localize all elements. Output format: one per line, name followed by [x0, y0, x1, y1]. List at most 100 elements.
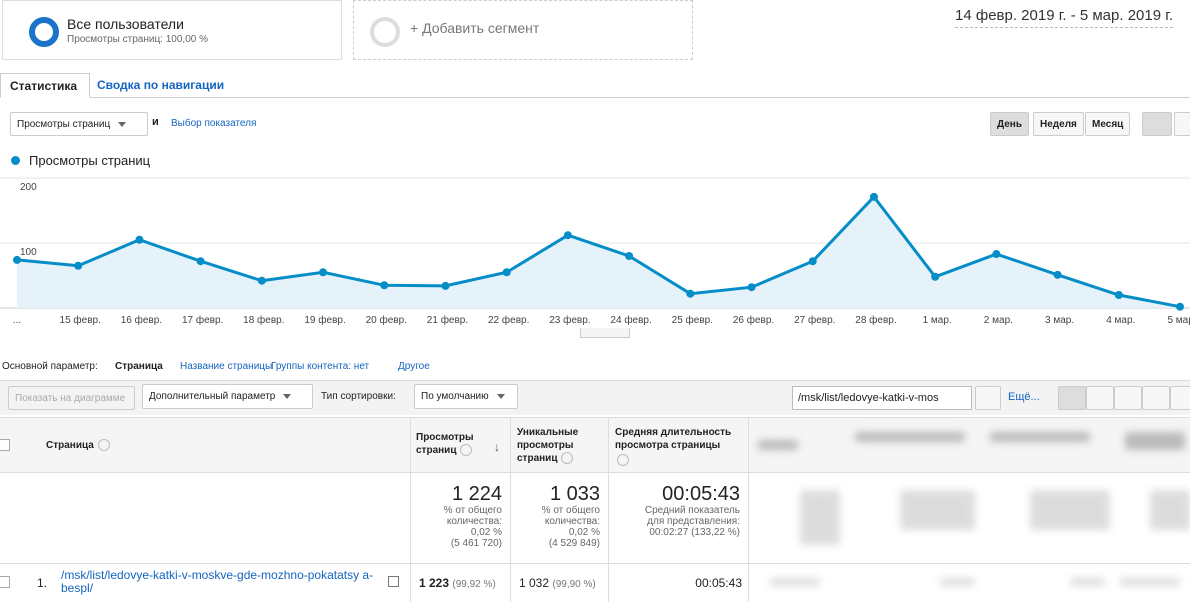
views: 1 223 — [419, 576, 450, 590]
and-label: и — [152, 116, 159, 128]
more-link[interactable]: Ещё... — [1008, 391, 1040, 403]
blurred — [770, 578, 820, 586]
point — [931, 272, 940, 281]
point — [319, 268, 328, 277]
metric-select[interactable]: Просмотры страниц — [10, 112, 148, 136]
tab-line — [0, 97, 1190, 98]
period-button[interactable]: Неделя — [1033, 112, 1084, 136]
point — [1176, 302, 1184, 311]
column-header[interactable]: Просмотры страниц — [416, 431, 486, 457]
plot-rows-button[interactable]: Показать на диаграмме — [8, 386, 135, 410]
segment-ring — [29, 17, 59, 47]
tab[interactable]: Сводка по навигации — [97, 78, 225, 92]
view-button[interactable] — [1086, 386, 1114, 410]
choose-metric[interactable]: Выбор показателя — [171, 118, 257, 129]
x-tick-label: 22 февр. — [488, 314, 529, 326]
column-header[interactable]: Средняя длительность просмотра страницы — [615, 426, 745, 466]
x-tick-label: 19 февр. — [304, 314, 345, 326]
view-button[interactable] — [1058, 386, 1086, 410]
area — [17, 196, 1180, 308]
point — [1114, 291, 1123, 299]
table-header — [0, 417, 1190, 473]
x-tick-label: ... — [13, 315, 21, 326]
point — [747, 283, 756, 292]
legend-dot — [11, 156, 20, 165]
column-title: Просмотры страниц — [416, 432, 474, 456]
blurred — [1150, 490, 1190, 530]
period-button[interactable]: День — [990, 112, 1029, 136]
x-tick-label: 4 мар. — [1106, 315, 1135, 326]
checkbox[interactable] — [0, 576, 10, 588]
point — [74, 261, 83, 270]
column-header[interactable]: Уникальные просмотры страниц — [517, 426, 602, 465]
x-tick-label: 15 февр. — [60, 314, 101, 326]
segment-subtitle: Просмотры страниц: 100,00 % — [67, 34, 208, 45]
sort-value: По умолчанию — [421, 391, 489, 402]
x-tick-label: 28 февр. — [855, 314, 896, 326]
total-note: количества: — [544, 516, 600, 527]
view-button[interactable] — [1170, 386, 1190, 410]
search-input[interactable]: /msk/list/ledovye-katki-v-mos — [792, 386, 972, 410]
add-segment-label: + Добавить сегмент — [410, 20, 540, 36]
blurred — [855, 432, 965, 442]
total-value: 00:05:43 — [662, 483, 740, 505]
point — [380, 281, 389, 290]
dimension[interactable]: Группы контента: нет — [271, 361, 370, 372]
unique-pct: (99,90 %) — [552, 579, 596, 590]
collapse-handle[interactable] — [580, 328, 630, 338]
total-note: % от общего — [443, 505, 502, 516]
total-value: 1 033 — [549, 483, 600, 505]
point — [869, 192, 878, 201]
period-button[interactable]: Месяц — [1085, 112, 1131, 136]
row-index: 1. — [37, 576, 48, 590]
column-title: Страница — [46, 440, 94, 451]
column-header[interactable]: Страница — [46, 439, 110, 452]
sort-select[interactable]: По умолчанию — [414, 384, 518, 409]
dimension[interactable]: Название страницы — [180, 361, 273, 372]
total-cell: 00:05:43 Средний показатель для представле… — [608, 483, 740, 538]
view-button[interactable] — [1114, 386, 1142, 410]
page-link[interactable]: /msk/list/ledovye-katki-v-moskve-gde-moz… — [61, 568, 374, 595]
point — [502, 268, 511, 277]
legend-label: Просмотры страниц — [29, 153, 151, 168]
date-range[interactable]: 14 февр. 2019 г. - 5 мар. 2019 г. — [955, 7, 1174, 28]
x-tick-label: 27 февр. — [794, 314, 835, 326]
checkbox[interactable] — [0, 439, 10, 451]
total-note: (5 461 720) — [450, 538, 502, 549]
point — [625, 252, 634, 260]
open-link-icon[interactable] — [388, 576, 399, 587]
col-sep — [608, 417, 609, 602]
point — [1053, 270, 1062, 279]
add-segment[interactable]: + Добавить сегмент — [353, 0, 693, 60]
dimension[interactable]: Страница — [115, 361, 163, 372]
view-button[interactable] — [1142, 386, 1170, 410]
segment-all-users[interactable]: Все пользователи Просмотры страниц: 100,… — [2, 0, 342, 60]
total-note: для представления: — [647, 516, 740, 527]
line — [16, 194, 1181, 309]
tab[interactable]: Статистика — [0, 73, 90, 98]
x-tick-label: 18 февр. — [243, 314, 284, 326]
views-pct: (99,92 %) — [452, 579, 496, 590]
blurred — [800, 490, 840, 545]
blurred — [1030, 490, 1110, 530]
segment-ring — [370, 17, 400, 47]
dimension[interactable]: Другое — [398, 361, 430, 372]
col-sep — [510, 417, 511, 602]
x-tick-label: 24 февр. — [610, 314, 651, 326]
dimension-label: Основной параметр: — [2, 361, 98, 372]
total-cell: 1 224% от общего количества: 0,02 % (5 461 … — [410, 483, 502, 549]
point — [135, 235, 144, 244]
search-button[interactable] — [975, 386, 1001, 410]
blurred — [1120, 578, 1180, 586]
point — [13, 255, 21, 264]
chart-type-button[interactable] — [1142, 112, 1172, 136]
point — [808, 257, 817, 266]
chart-type-button[interactable] — [1174, 112, 1190, 136]
secondary-dimension[interactable]: Дополнительный параметр — [142, 384, 313, 409]
point — [563, 231, 572, 240]
row-sep — [0, 563, 1190, 564]
chart: 100 200... 15 февр. 16 февр. 17 февр. 18 февр… — [0, 177, 1190, 326]
point — [992, 250, 1001, 259]
x-tick-label: 17 февр. — [182, 314, 223, 326]
blurred — [1125, 432, 1185, 450]
